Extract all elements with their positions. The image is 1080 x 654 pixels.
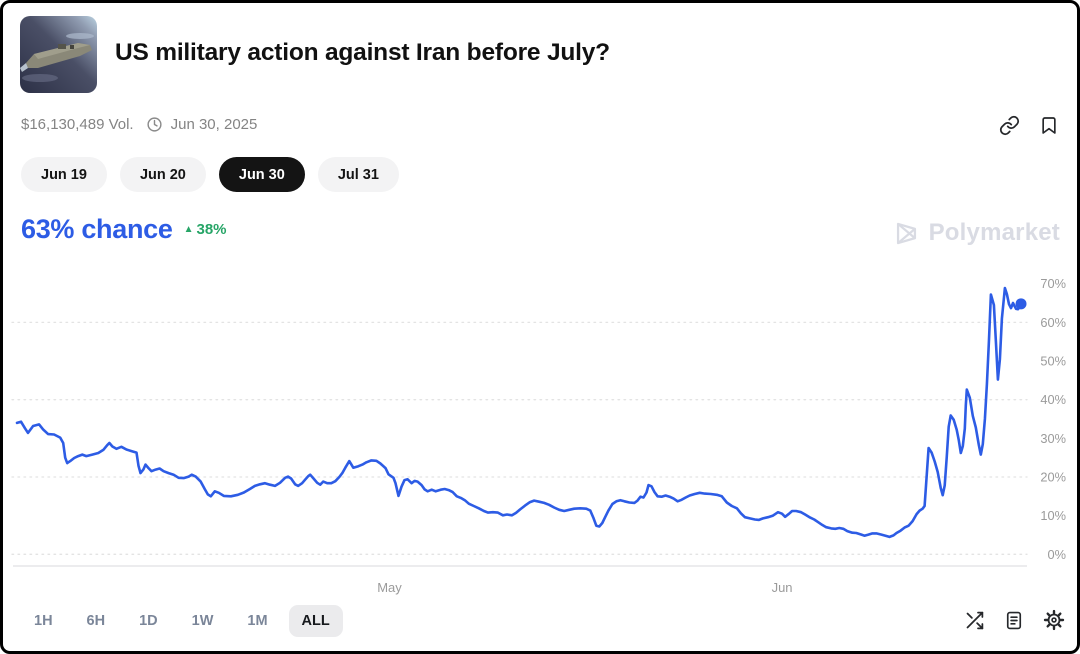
polymarket-wordmark: Polymarket	[928, 219, 1060, 246]
header-actions	[997, 113, 1061, 138]
clock-icon	[146, 116, 163, 133]
market-title: US military action against Iran before J…	[115, 39, 610, 66]
y-tick-10: 10%	[1040, 508, 1066, 523]
settings-button[interactable]	[1041, 607, 1067, 633]
market-meta: $16,130,489 Vol. Jun 30, 2025	[21, 116, 257, 133]
document-button[interactable]	[1002, 608, 1026, 633]
chance-row: 63% chance ▲ 38%	[21, 214, 227, 245]
y-tick-40: 40%	[1040, 392, 1066, 407]
event-date-tabs: Jun 19 Jun 20 Jun 30 Jul 31	[21, 157, 399, 192]
gear-icon	[1043, 609, 1065, 631]
current-value-dot	[1015, 298, 1027, 310]
up-arrow-icon: ▲	[183, 223, 194, 235]
volume-label: $16,130,489 Vol.	[21, 116, 134, 133]
chart-area: 0% 10% 20% 30% 40% 50% 60% 70% May Jun	[3, 263, 1080, 603]
range-1m[interactable]: 1M	[234, 605, 280, 637]
y-tick-0: 0%	[1048, 547, 1067, 562]
bookmark-button[interactable]	[1037, 113, 1061, 138]
chart-toolbar: 1H 6H 1D 1W 1M ALL	[3, 597, 1077, 651]
time-range-buttons: 1H 6H 1D 1W 1M ALL	[21, 605, 343, 637]
y-tick-30: 30%	[1040, 431, 1066, 446]
range-1d[interactable]: 1D	[126, 605, 171, 637]
copy-link-button[interactable]	[997, 113, 1022, 138]
tab-jun-30[interactable]: Jun 30	[218, 157, 305, 192]
link-icon	[999, 115, 1020, 136]
polymarket-logo-icon	[896, 222, 916, 244]
polymarket-watermark: Polymarket	[893, 219, 1060, 247]
document-icon	[1006, 611, 1022, 629]
x-tick-jun: Jun	[772, 580, 793, 595]
tab-jun-20[interactable]: Jun 20	[119, 157, 206, 192]
chance-value: 63% chance	[21, 214, 173, 244]
shuffle-icon	[966, 611, 984, 629]
x-tick-may: May	[377, 580, 402, 595]
aircraft-carrier-image	[20, 16, 97, 93]
range-6h[interactable]: 6H	[74, 605, 119, 637]
y-tick-20: 20%	[1040, 469, 1066, 484]
tab-jun-19[interactable]: Jun 19	[21, 157, 107, 192]
y-tick-70: 70%	[1040, 276, 1066, 291]
range-1h[interactable]: 1H	[21, 605, 66, 637]
market-thumbnail	[20, 16, 97, 93]
range-1w[interactable]: 1W	[179, 605, 227, 637]
bookmark-icon	[1042, 117, 1056, 134]
price-line	[15, 286, 1023, 539]
range-all[interactable]: ALL	[288, 605, 343, 637]
toolbar-icons	[962, 607, 1067, 633]
price-chart[interactable]: 0% 10% 20% 30% 40% 50% 60% 70% May Jun	[3, 263, 1080, 603]
y-tick-50: 50%	[1040, 354, 1066, 369]
delta-value: 38%	[196, 221, 227, 238]
tab-jul-31[interactable]: Jul 31	[317, 157, 399, 192]
y-tick-60: 60%	[1040, 315, 1066, 330]
shuffle-button[interactable]	[962, 608, 987, 633]
chance-delta: ▲ 38%	[184, 221, 227, 238]
end-date-label: Jun 30, 2025	[170, 116, 258, 133]
